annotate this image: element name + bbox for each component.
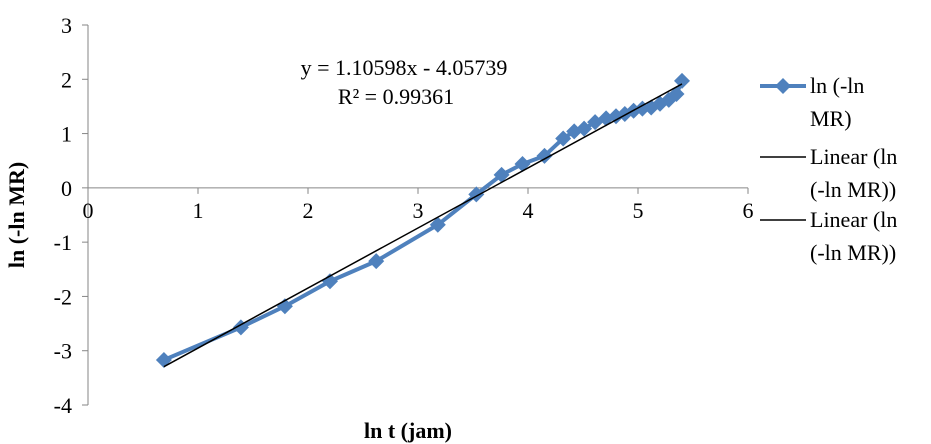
y-tick-label: 1 <box>61 122 72 147</box>
data-point <box>493 166 510 183</box>
y-tick-label: -3 <box>54 339 72 364</box>
y-tick-label: -2 <box>54 284 72 309</box>
legend-label: (-ln MR)) <box>810 177 896 202</box>
data-point <box>429 216 446 233</box>
data-point <box>232 319 249 336</box>
data-point <box>322 273 338 290</box>
data-point <box>155 351 172 368</box>
data-point <box>514 155 531 172</box>
legend-label: ln (-ln <box>810 73 864 98</box>
y-tick-label: -1 <box>54 230 72 255</box>
x-tick-label: 4 <box>523 198 534 223</box>
y-tick-label: 2 <box>61 67 72 92</box>
legend-label: (-ln MR)) <box>810 240 896 265</box>
data-point <box>536 147 553 164</box>
legend-label: Linear (ln <box>810 144 897 169</box>
x-tick-label: 6 <box>743 198 754 223</box>
x-tick-label: 2 <box>303 198 314 223</box>
x-tick-label: 5 <box>633 198 644 223</box>
y-axis-title: ln (-ln MR) <box>4 162 29 268</box>
trendline-r2: R² = 0.99361 <box>338 84 454 109</box>
y-tick-label: -4 <box>54 393 72 418</box>
y-tick-label: 0 <box>61 176 72 201</box>
data-point <box>368 253 385 270</box>
data-point <box>674 72 690 89</box>
x-tick-label: 1 <box>193 198 204 223</box>
x-tick-label: 0 <box>83 198 94 223</box>
legend-series-marker <box>775 78 791 94</box>
y-tick-label: 3 <box>61 13 72 38</box>
x-axis-title: ln t (jam) <box>364 418 452 443</box>
trendline <box>163 83 683 368</box>
legend-label: MR) <box>810 106 852 131</box>
data-point <box>555 130 572 147</box>
data-point <box>576 120 593 137</box>
legend-label: Linear (ln <box>810 207 897 232</box>
x-tick-label: 3 <box>413 198 424 223</box>
trendline-equation: y = 1.10598x - 4.05739 <box>301 55 508 80</box>
